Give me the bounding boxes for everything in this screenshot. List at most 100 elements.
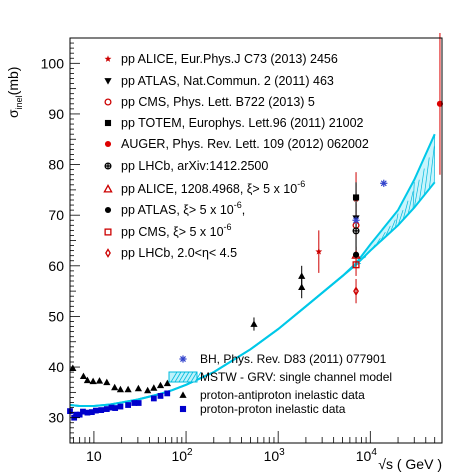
- legend-label-bottom-1: MSTW - GRV: single channel model: [200, 370, 392, 384]
- legend-entry-top-3: pp TOTEM, Europhys. Lett.96 (2011) 21002: [104, 116, 364, 130]
- data-point-0-8: [124, 385, 132, 393]
- x-tick-label: 10: [86, 448, 102, 464]
- data-point-6-0: [436, 100, 444, 107]
- legend-label-top-7: pp ATLAS, ξ> 5 x 10-6,: [121, 200, 245, 217]
- data-point-1-13: [125, 402, 131, 408]
- x-tick-exponent: 4: [371, 447, 377, 458]
- legend-marker-top-4: [104, 140, 112, 148]
- legend-marker-bottom-1: [168, 371, 202, 383]
- data-point-12-1: [380, 179, 388, 187]
- data-point-1-4: [80, 408, 86, 415]
- legend-exponent: -6: [224, 222, 232, 232]
- legend-label-bottom-0: BH, Phys. Rev. D83 (2011) 077901: [200, 352, 387, 366]
- legend-entry-top-2: pp CMS, Phys. Lett. B722 (2013) 5: [104, 95, 315, 109]
- model-band-hatch: [355, 135, 436, 266]
- legend-entry-top-1: pp ATLAS, Nat.Commun. 2 (2011) 463: [104, 74, 334, 88]
- data-point-5-0: [352, 194, 360, 201]
- data-point-1-18: [164, 390, 171, 397]
- data-point-1-3: [76, 411, 83, 418]
- x-axis-title: √s ( GeV ): [378, 456, 442, 472]
- legend-marker-top-0: [104, 55, 112, 62]
- y-tick-label: 50: [48, 308, 64, 324]
- legend-entry-top-7: pp ATLAS, ξ> 5 x 10-6,: [104, 200, 245, 217]
- data-point-12-0: [352, 216, 360, 224]
- x-tick-label: 103: [264, 447, 286, 464]
- legend-label-top-9: pp LHCb, 2.0<η< 4.5: [121, 246, 237, 260]
- y-axis-subscript: inel: [14, 95, 24, 109]
- legend-label-top-3: pp TOTEM, Europhys. Lett.96 (2011) 21002: [121, 116, 364, 130]
- data-point-0-9: [134, 384, 143, 392]
- data-markers-layer: [67, 100, 444, 421]
- data-point-0-2: [83, 376, 92, 384]
- legend-entry-top-9: pp LHCb, 2.0<η< 4.5: [105, 246, 237, 260]
- legend-exponent: -6: [234, 200, 242, 210]
- data-point-1-5: [84, 409, 91, 416]
- data-point-1-9: [103, 406, 110, 412]
- y-tick-label: 80: [48, 157, 64, 173]
- x-tick-label: 104: [356, 447, 378, 464]
- legend-tail: ,: [242, 203, 245, 217]
- legend-entry-top-5: pp LHCb, arXiv:1412.2500: [104, 159, 268, 173]
- legend-marker-top-5: [104, 162, 112, 170]
- data-point-0-1: [79, 372, 88, 380]
- legend-label-bottom-3: proton-proton inelastic data: [200, 402, 346, 416]
- legend-entry-bottom-3: proton-proton inelastic data: [179, 402, 346, 416]
- data-point-0-13: [163, 379, 171, 387]
- data-point-0-15: [298, 283, 306, 290]
- y-tick-label: 100: [41, 55, 65, 71]
- legend-marker-bottom-0: [179, 355, 187, 363]
- legend-entry-bottom-1: MSTW - GRV: single channel model: [168, 370, 392, 384]
- data-point-2-0: [315, 248, 323, 255]
- data-point-9-0: [352, 251, 360, 258]
- legend-marker-bottom-2: [179, 391, 187, 398]
- legend-entry-bottom-0: BH, Phys. Rev. D83 (2011) 077901: [179, 352, 387, 366]
- data-point-11-0: [353, 286, 359, 296]
- legend-marker-top-7: [104, 206, 112, 214]
- data-point-1-8: [98, 407, 105, 413]
- legend-marker-top-1: [104, 78, 112, 85]
- data-point-1-7: [92, 407, 99, 414]
- model-band-layer: [69, 133, 436, 408]
- data-point-1-14: [131, 400, 138, 406]
- x-tick-label: 102: [171, 447, 193, 464]
- data-point-1-17: [157, 393, 164, 399]
- y-axis-symbol: σ: [5, 109, 21, 118]
- data-point-1-10: [108, 404, 115, 411]
- data-point-0-0: [69, 364, 77, 371]
- legend-entry-bottom-2: proton-antiproton inelastic data: [179, 388, 365, 402]
- axes-layer: 30 40 50 60 70 80 90 100 10 102 103 104√s ( GeV ) σi…: [5, 37, 443, 472]
- legend-label-top-4: AUGER, Phys. Rev. Lett. 109 (2012) 06200…: [121, 137, 369, 151]
- model-band-lower-line: [69, 181, 436, 408]
- legend-label-top-1: pp ATLAS, Nat.Commun. 2 (2011) 463: [121, 74, 334, 88]
- y-axis-unit: (mb): [5, 67, 21, 96]
- data-point-0-14: [250, 320, 258, 327]
- data-point-1-6: [88, 409, 95, 416]
- y-tick-label: 60: [48, 258, 64, 274]
- data-point-0-6: [111, 383, 119, 391]
- legend-label-bottom-2: proton-antiproton inelastic data: [200, 388, 365, 402]
- x-tick-exponent: 3: [279, 447, 285, 458]
- data-point-0-7: [116, 385, 125, 393]
- y-tick-label: 40: [48, 359, 64, 375]
- legend-entry-top-0: pp ALICE, Eur.Phys.J C73 (2013) 2456: [104, 52, 338, 66]
- legend-marker-top-6: [103, 184, 113, 193]
- data-point-0-3: [89, 377, 97, 385]
- data-point-7-0: [352, 227, 360, 235]
- x-tick-exponent: 2: [187, 447, 193, 458]
- y-tick-label: 90: [48, 106, 64, 122]
- legend-layer: pp ALICE, Eur.Phys.J C73 (2013) 2456 pp A…: [103, 52, 392, 416]
- data-point-10-0: [352, 261, 360, 269]
- data-point-1-2: [73, 411, 79, 418]
- data-point-0-10: [144, 386, 152, 394]
- data-point-0-11: [150, 384, 158, 391]
- data-point-1-15: [135, 400, 142, 406]
- legend-label-top-2: pp CMS, Phys. Lett. B722 (2013) 5: [121, 95, 315, 109]
- data-point-1-12: [117, 403, 124, 410]
- data-point-1-16: [150, 395, 157, 402]
- legend-entry-top-4: AUGER, Phys. Rev. Lett. 109 (2012) 06200…: [104, 137, 369, 151]
- legend-marker-top-2: [104, 98, 112, 106]
- legend-marker-top-3: [104, 119, 112, 127]
- y-tick-label: 30: [48, 410, 64, 426]
- data-point-0-16: [298, 272, 306, 279]
